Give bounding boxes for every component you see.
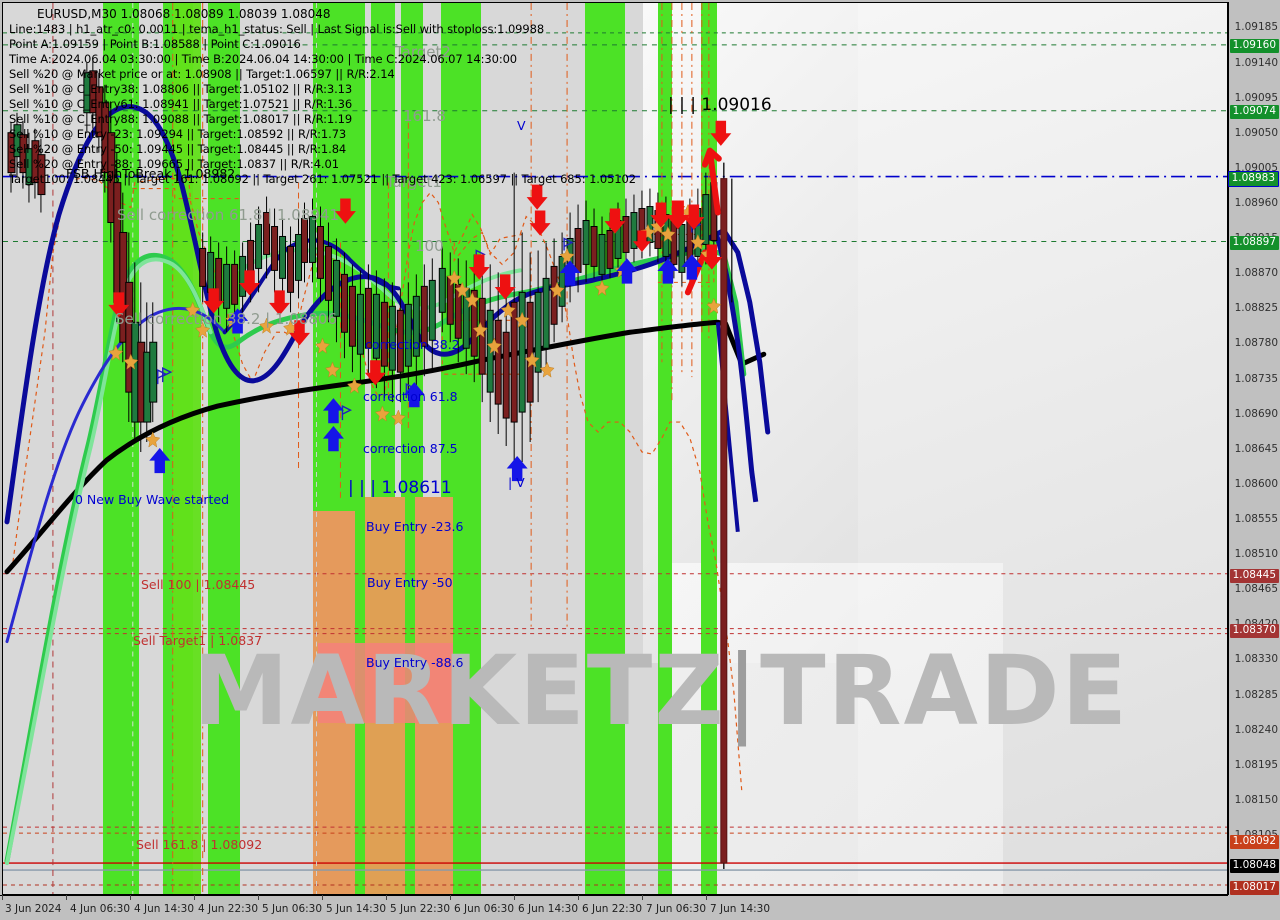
time-tick [706, 895, 707, 900]
price-tick: 1.08690 [1234, 408, 1278, 420]
time-label: 3 Jun 2024 [5, 903, 62, 915]
price-tick: 1.08960 [1234, 197, 1278, 209]
price-badge-1618: 1.09074 [1229, 105, 1279, 119]
price-badge-100: 1.08897 [1229, 236, 1279, 250]
time-scale[interactable]: 3 Jun 2024 4 Jun 06:30 4 Jun 14:30 4 Jun… [0, 895, 1280, 920]
info-line: Sell %10 @ C_Entry61: 1.08941 || Target:… [9, 97, 353, 111]
time-tick [322, 895, 323, 900]
time-label: 5 Jun 14:30 [326, 903, 387, 915]
price-tick: 1.08195 [1234, 759, 1278, 771]
price-tick: 1.09140 [1234, 57, 1278, 69]
time-tick [450, 895, 451, 900]
time-label: 6 Jun 22:30 [582, 903, 643, 915]
price-tick: 1.08285 [1234, 689, 1278, 701]
price-tick: 1.09185 [1234, 21, 1278, 33]
chart-label-sell-100: Sell 100 | 1.08445 [141, 577, 256, 592]
price-badge-sell-100: 1.08445 [1229, 569, 1279, 583]
chart-label-100: 100 [415, 237, 444, 255]
chart-label-target1: Target1 [386, 173, 442, 191]
price-scale[interactable]: 1.09185 1.09140 1.09095 1.09050 1.09005 … [1227, 2, 1280, 895]
sell-arrow-icon [108, 120, 732, 386]
chart-label-point-b: | | | 1.08611 [348, 478, 452, 498]
signal-arrows [108, 120, 732, 482]
price-badge-target1: 1.08983 [1227, 171, 1279, 187]
chart-label-sell-1618: Sell 161.8 | 1.08092 [136, 837, 263, 852]
price-badge-last-price: 1.08048 [1229, 859, 1279, 873]
price-badge-sell-1618: 1.08092 [1229, 835, 1279, 849]
price-tick: 1.08645 [1234, 443, 1278, 455]
chart-label-target2: Target2 [395, 43, 451, 61]
price-tick: 1.08150 [1234, 794, 1278, 806]
chart-label-wave-v-high: V [517, 118, 526, 133]
price-tick: 1.08780 [1234, 337, 1278, 349]
time-tick [66, 895, 67, 900]
info-line: Sell %20 @ Market price or at: 1.08908 |… [9, 67, 395, 81]
price-tick: 1.08825 [1234, 302, 1278, 314]
chart-label-buy-entry-886: Buy Entry -88.6 [366, 655, 464, 670]
info-line: Sell %10 @ C_Entry88: 1.09088 || Target:… [9, 112, 353, 126]
info-line: Time A:2024.06.04 03:30:00 | Time B:2024… [9, 52, 518, 66]
time-label: 6 Jun 14:30 [518, 903, 579, 915]
info-line: Point A:1.09159 | Point B:1.08588 | Poin… [9, 37, 301, 51]
chart-label-wave-v-low: | V [508, 475, 525, 490]
time-label: 7 Jun 06:30 [646, 903, 707, 915]
time-label: 6 Jun 06:30 [454, 903, 515, 915]
time-axis-line [0, 895, 1228, 896]
chart-label-fsb-high-to-break: FSB HighToBreak | 1.08982 [66, 166, 236, 181]
time-label: 5 Jun 22:30 [390, 903, 451, 915]
time-tick [2, 895, 3, 900]
price-badge-stop: 1.08017 [1229, 881, 1279, 895]
chart-label-sell-correction-382: Sell correction 38.2 | 1.08806 [115, 310, 338, 328]
time-label: 4 Jun 06:30 [70, 903, 131, 915]
session-band-green-tall [173, 3, 201, 894]
chart-info-header: EURUSD,M30 1.08068 1.08089 1.08039 1.080… [9, 7, 636, 187]
session-band-green [208, 3, 240, 894]
chart-label-sell-correction-618: Sell correction 61.8 | 1.08941 [117, 206, 340, 224]
price-tick: 1.08735 [1234, 373, 1278, 385]
price-tick: 1.08555 [1234, 513, 1278, 525]
chart-label-1618: 161.8 [403, 107, 446, 125]
time-tick [194, 895, 195, 900]
price-tick: 1.09005 [1234, 162, 1278, 174]
time-tick [578, 895, 579, 900]
chart-label-sell-target1: Sell Target1 | 1.0837 [133, 633, 263, 648]
chart-label-correction-382: correction 38.2 [365, 337, 460, 352]
chart-label-new-buy-wave: 0 New Buy Wave started [75, 492, 230, 507]
info-line: Sell %20 @ Entry -88: 1.09665 || Target:… [9, 157, 339, 171]
info-line: Line:1483 | h1_atr_c0: 0.0011 | tema_h1_… [9, 22, 545, 36]
session-band-green [585, 3, 625, 894]
info-line: Target100: 1.08445 || Target 161: 1.0809… [9, 172, 636, 186]
price-tick: 1.08330 [1234, 653, 1278, 665]
time-tick [386, 895, 387, 900]
price-badge-sell-target1: 1.08370 [1229, 624, 1279, 638]
price-tick: 1.08600 [1234, 478, 1278, 490]
time-label: 5 Jun 06:30 [262, 903, 323, 915]
symbol-ohlc-line: EURUSD,M30 1.08068 1.08089 1.08039 1.080… [37, 7, 331, 21]
price-tick: 1.08240 [1234, 724, 1278, 736]
chart-label-correction-875: correction 87.5 [363, 441, 458, 456]
time-tick [514, 895, 515, 900]
price-badge-target2: 1.09160 [1229, 39, 1279, 53]
chart-label-point-c: | | | 1.09016 [668, 95, 772, 115]
info-line: Sell %10 @ Entry -23: 1.09294 || Target:… [9, 127, 347, 141]
time-label: 7 Jun 14:30 [710, 903, 771, 915]
time-tick [642, 895, 643, 900]
price-tick: 1.09095 [1234, 92, 1278, 104]
chart-label-correction-618: correction 61.8 [363, 389, 458, 404]
chart-label-buy-entry-50: Buy Entry -50 [367, 575, 453, 590]
price-tick: 1.08465 [1234, 583, 1278, 595]
time-label: 4 Jun 22:30 [198, 903, 259, 915]
info-line: Sell %10 @ C_Entry38: 1.08806 || Target:… [9, 82, 353, 96]
price-tick: 1.09050 [1234, 127, 1278, 139]
time-label: 4 Jun 14:30 [134, 903, 195, 915]
time-tick [130, 895, 131, 900]
chart-label-buy-entry-236: Buy Entry -23.6 [366, 519, 464, 534]
time-tick [258, 895, 259, 900]
info-line: Sell %20 @ Entry -50: 1.09445 || Target:… [9, 142, 347, 156]
price-tick: 1.08870 [1234, 267, 1278, 279]
chart-plot-area[interactable]: MARKETZ|TRADE EURUSD,M30 1.08068 1.08089… [2, 2, 1228, 895]
price-tick: 1.08510 [1234, 548, 1278, 560]
session-band-red [318, 643, 453, 723]
